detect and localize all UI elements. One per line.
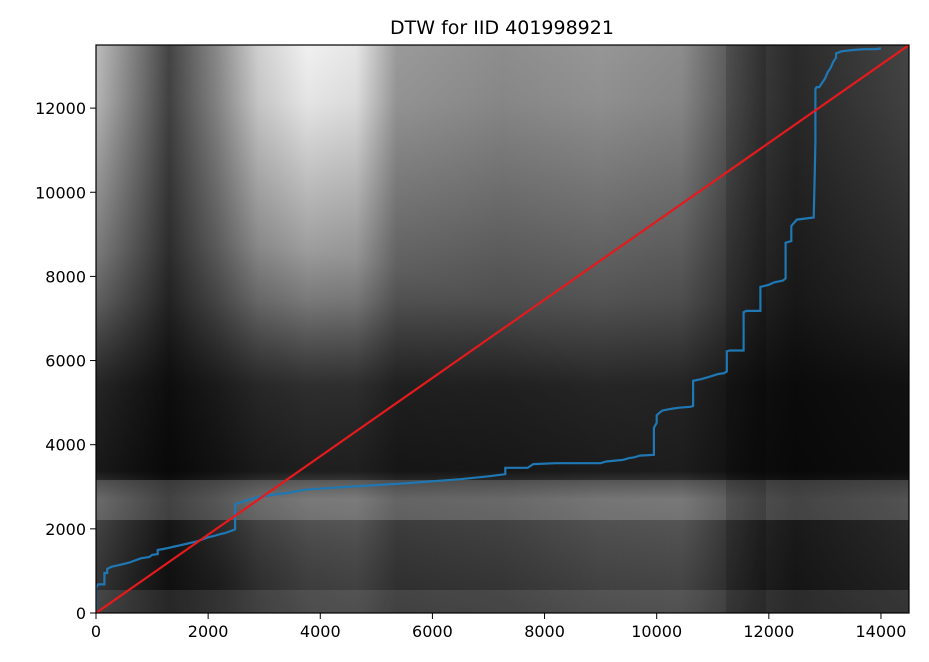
diagonal-reference-line — [96, 45, 909, 613]
series-layer — [96, 45, 909, 613]
y-tick-label: 0 — [76, 604, 86, 623]
y-tick-label: 10000 — [35, 183, 86, 202]
y-tick-label: 4000 — [45, 436, 86, 455]
y-tick-label: 12000 — [35, 99, 86, 118]
x-tick-label: 2000 — [188, 622, 229, 641]
y-axis: 0 2000 4000 6000 8000 10000 12000 — [35, 99, 96, 623]
y-tick-label: 2000 — [45, 520, 86, 539]
x-axis: 0 2000 4000 6000 8000 10000 12000 14000 — [91, 613, 907, 641]
x-tick-label: 8000 — [524, 622, 565, 641]
y-tick-label: 8000 — [45, 267, 86, 286]
x-tick-label: 12000 — [743, 622, 794, 641]
y-tick-label: 6000 — [45, 352, 86, 371]
warping-path-line — [96, 47, 882, 613]
chart-title: DTW for IID 401998921 — [390, 17, 614, 39]
x-tick-label: 6000 — [412, 622, 453, 641]
x-tick-label: 4000 — [300, 622, 341, 641]
x-tick-label: 10000 — [631, 622, 682, 641]
x-tick-label: 14000 — [856, 622, 907, 641]
x-tick-label: 0 — [91, 622, 101, 641]
plot-frame — [95, 44, 910, 614]
